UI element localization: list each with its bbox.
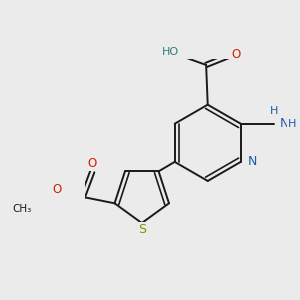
Text: N: N [280, 117, 289, 130]
Text: H: H [287, 119, 296, 129]
Text: CH₃: CH₃ [12, 204, 31, 214]
Text: H: H [270, 106, 278, 116]
Text: HO: HO [162, 47, 179, 57]
Text: O: O [52, 182, 61, 196]
Text: S: S [138, 223, 146, 236]
Text: N: N [248, 155, 257, 168]
Text: O: O [88, 157, 97, 170]
Text: methyl: methyl [22, 207, 27, 208]
Text: O: O [231, 48, 241, 61]
